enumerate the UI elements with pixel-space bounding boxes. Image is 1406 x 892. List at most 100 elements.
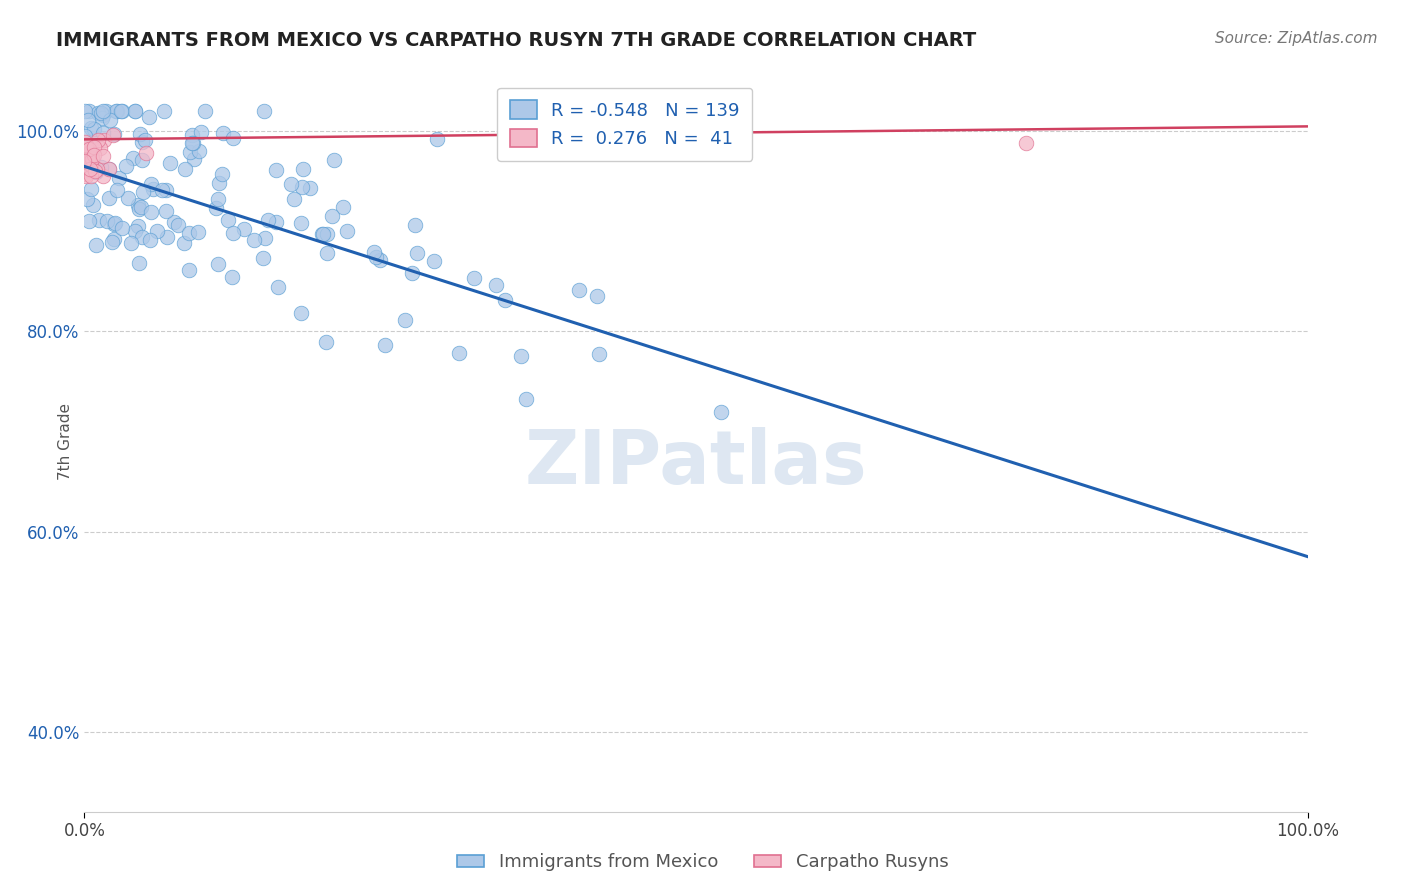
Point (221, 269, 243, 284)
Point (98, 191, 121, 205)
Point (134, 133, 156, 147)
Y-axis label: 7th Grade: 7th Grade (58, 403, 73, 480)
Point (138, 233, 160, 247)
Point (80, 152, 103, 166)
Point (256, 212, 278, 227)
Point (159, 156, 181, 170)
Point (155, 183, 177, 197)
Point (120, 236, 142, 251)
Point (128, 128, 150, 142)
Point (91, 112, 114, 126)
Point (98, 161, 121, 176)
Point (374, 338, 396, 352)
Point (79, 104, 101, 119)
Point (264, 215, 287, 229)
Point (292, 162, 315, 177)
Point (86, 162, 108, 177)
Point (76, 142, 98, 156)
Point (103, 232, 125, 246)
Point (77, 155, 100, 169)
Point (179, 145, 201, 160)
Point (299, 180, 322, 194)
Point (129, 200, 152, 214)
Point (131, 135, 153, 149)
Point (80, 121, 103, 136)
Point (105, 104, 128, 119)
Point (84, 164, 107, 178)
Point (208, 176, 231, 190)
Point (84, 162, 107, 177)
Point (180, 136, 202, 150)
Point (253, 104, 276, 119)
Legend: Immigrants from Mexico, Carpatho Rusyns: Immigrants from Mexico, Carpatho Rusyns (450, 847, 956, 879)
Point (80, 158, 103, 172)
Point (211, 168, 233, 182)
Point (103, 217, 125, 231)
Legend: R = -0.548   N = 139, R =  0.276   N =  41: R = -0.548 N = 139, R = 0.276 N = 41 (498, 87, 752, 161)
Point (152, 104, 174, 119)
Point (266, 280, 288, 294)
Point (77, 213, 100, 227)
Point (156, 230, 179, 244)
Point (76, 150, 98, 164)
Point (368, 253, 391, 268)
Point (290, 306, 312, 320)
Point (188, 145, 211, 159)
Point (127, 198, 149, 212)
Point (163, 215, 186, 229)
Point (75, 129, 97, 144)
Point (187, 225, 209, 239)
Point (84, 165, 107, 179)
Point (96, 104, 118, 119)
Point (252, 251, 274, 265)
Point (173, 235, 195, 250)
Point (141, 177, 163, 191)
Point (447, 345, 470, 359)
Point (183, 152, 205, 166)
Point (1015, 136, 1038, 151)
Point (75, 169, 97, 184)
Point (155, 203, 177, 218)
Point (128, 256, 150, 270)
Point (207, 193, 229, 207)
Point (77, 112, 100, 127)
Point (254, 231, 277, 245)
Point (91, 104, 114, 119)
Point (135, 146, 157, 161)
Point (315, 334, 337, 349)
Point (394, 312, 416, 326)
Point (222, 130, 245, 145)
Point (485, 278, 508, 293)
Point (132, 185, 155, 199)
Point (96, 214, 118, 228)
Point (76, 156, 98, 170)
Point (194, 104, 217, 119)
Point (80, 182, 103, 196)
Point (121, 152, 143, 166)
Point (205, 201, 228, 215)
Point (463, 271, 485, 285)
Point (89, 141, 111, 155)
Point (128, 202, 150, 216)
Point (124, 104, 146, 119)
Point (77, 142, 100, 156)
Point (91, 149, 114, 163)
Point (79, 169, 101, 184)
Point (283, 192, 305, 206)
Point (290, 216, 312, 230)
Point (181, 128, 204, 143)
Point (73, 154, 96, 169)
Point (588, 346, 610, 360)
Point (509, 349, 531, 363)
Point (127, 219, 149, 233)
Point (266, 163, 288, 178)
Point (568, 283, 591, 297)
Point (423, 254, 446, 268)
Point (77, 153, 100, 167)
Point (83, 133, 105, 147)
Point (90, 161, 112, 175)
Point (87, 133, 110, 147)
Point (111, 104, 134, 119)
Point (332, 200, 354, 214)
Point (222, 226, 245, 240)
